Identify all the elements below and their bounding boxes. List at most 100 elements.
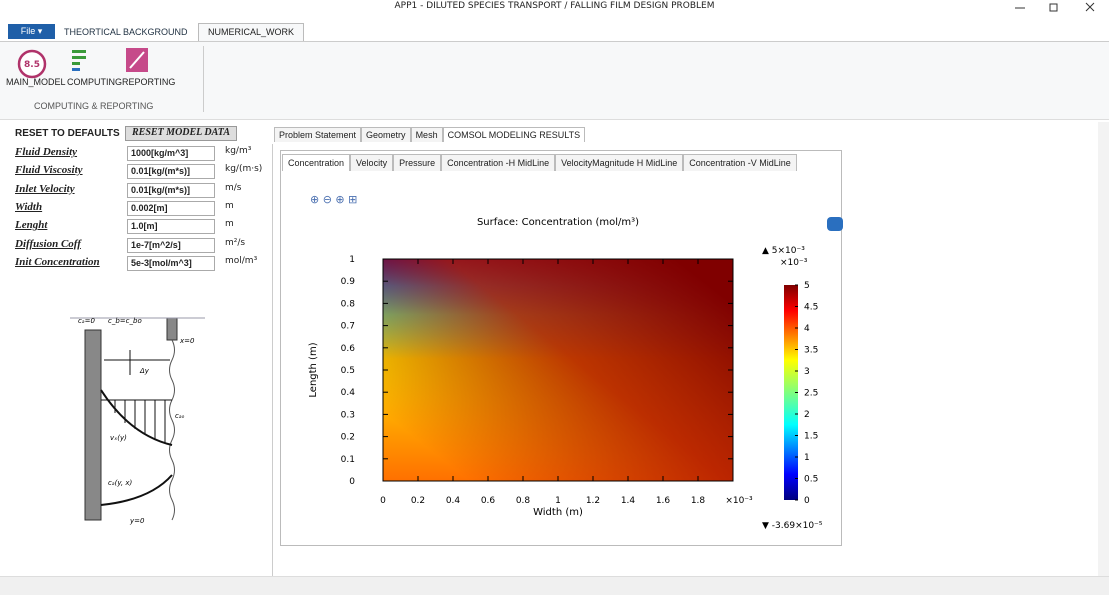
y-tick-label: 0.4: [341, 388, 356, 398]
concentration-profile: [100, 474, 173, 506]
y-tick-label: 0.8: [341, 299, 356, 309]
ribbon-icons: 8.5: [17, 48, 148, 79]
ribbon-panel: [0, 41, 1109, 120]
field-label: Fluid Density: [15, 146, 78, 158]
diagram-label: x=0: [179, 337, 195, 345]
plot: ⊕ ⊖ ⊕ ⊞ Surface: Concentration (mol/m³) 0…: [308, 193, 823, 531]
film-surface: [169, 339, 175, 521]
y-tick-label: 0.1: [341, 455, 355, 465]
subtab[interactable]: Concentration -H MidLine: [441, 154, 556, 171]
x-tick-label: 1.4: [621, 496, 636, 506]
subtab[interactable]: Concentration -V MidLine: [683, 154, 797, 171]
ribbon-button[interactable]: COMPUTING: [67, 77, 122, 87]
colorbar-multiplier: ×10⁻³: [780, 258, 808, 268]
computing-icon[interactable]: [72, 50, 86, 71]
wall: [84, 329, 102, 521]
field-unit: m: [225, 219, 234, 230]
diagram-label: cₐ(y, x): [108, 479, 133, 487]
field-input[interactable]: 0.002[m]: [127, 200, 215, 216]
subtab-strip: Concentration Velocity Pressure Concentrati…: [282, 154, 797, 171]
y-tick-label: 0: [349, 477, 355, 487]
diagram-label: y=0: [129, 517, 145, 525]
colorbar-tick-label: 2: [804, 410, 810, 420]
y-tick-label: 0.6: [341, 344, 356, 354]
file-menu[interactable]: File ▾: [8, 24, 55, 39]
field-input[interactable]: 1000[kg/m^3]: [127, 146, 215, 161]
window-controls[interactable]: [1010, 2, 1105, 12]
field-input[interactable]: 1e-7[m^2/s]: [127, 237, 215, 253]
ribbon-button[interactable]: MAIN_MODEL: [6, 77, 66, 87]
subtab[interactable]: Pressure: [393, 154, 442, 171]
field-input[interactable]: 5e-3[mol/m^3]: [127, 255, 215, 271]
subtab[interactable]: Velocity: [350, 154, 394, 171]
field-label: Diffusion Coff: [15, 237, 81, 250]
ribbon-button[interactable]: REPORTING: [122, 77, 176, 87]
export-icon[interactable]: [827, 217, 843, 231]
tab[interactable]: Mesh: [410, 127, 443, 142]
x-tick-label: 0.4: [446, 496, 461, 506]
tab[interactable]: Geometry: [361, 127, 411, 142]
field-input[interactable]: 0.01[kg/(m*s)]: [127, 164, 215, 180]
y-tick-label: 0.3: [341, 410, 355, 420]
x-tick-label: 0: [380, 496, 386, 506]
main-model-icon[interactable]: [17, 49, 47, 79]
colorbar-tick-label: 3.5: [804, 346, 818, 356]
field-input[interactable]: 0.01[kg/(m*s)]: [127, 182, 215, 198]
field-label: Init Concentration: [15, 255, 100, 268]
results-pane: [272, 144, 1099, 576]
svg-text:⊕ ⊖ ⊕ ⊞: ⊕ ⊖ ⊕ ⊞: [310, 193, 357, 206]
field-input[interactable]: 1.0[m]: [127, 219, 215, 235]
y-tick-label: 1: [349, 255, 355, 265]
y-tick-label: 0.9: [341, 277, 356, 287]
diagram-label: Δy: [139, 367, 150, 375]
subtab[interactable]: VelocityMagnitude H MidLine: [555, 154, 684, 171]
x-tick-label: 0.8: [516, 496, 531, 506]
colorbar-tick-label: 3: [804, 367, 810, 377]
tab[interactable]: Problem Statement: [274, 127, 362, 142]
field-label: Inlet Velocity: [15, 182, 75, 195]
inlet-plate: [166, 317, 178, 341]
reset-button[interactable]: RESET MODEL DATA: [125, 126, 237, 141]
ribbon-tab[interactable]: THEORTICAL BACKGROUND: [64, 27, 188, 37]
diagram-label: cₐ=0: [78, 317, 95, 325]
y-tick-label: 0.5: [341, 366, 355, 376]
ribbon-tab-active[interactable]: NUMERICAL_WORK: [198, 23, 304, 41]
field-unit: m/s: [225, 182, 242, 193]
title-bar: [0, 0, 1109, 13]
close[interactable]: [1085, 2, 1095, 12]
tab-strip: Problem Statement Geometry Mesh COMSOL MODE…: [274, 127, 586, 142]
restore[interactable]: [1049, 3, 1058, 12]
y-axis-label: Length (m): [308, 342, 319, 397]
status-bar: [0, 576, 1109, 595]
tab[interactable]: COMSOL MODELING RESULTS: [442, 127, 586, 142]
diagram-label: cₐₒ: [175, 412, 185, 420]
subtab[interactable]: Concentration: [282, 154, 351, 171]
field-unit: kg/(m·s): [225, 164, 263, 175]
field-unit: kg/m³: [225, 146, 252, 156]
colorbar-tick-label: 1: [804, 453, 810, 463]
falling-film-diagram: cₐ=0 c_b=c_bo x=0 Δy cₐₒ vₓ(y) cₐ(y, x) …: [70, 317, 205, 525]
results-frame: [280, 150, 842, 546]
zoom-tools[interactable]: ⊕ ⊖ ⊕ ⊞: [310, 193, 357, 206]
icon-text: 8.5: [24, 60, 40, 70]
surface-overlay: [383, 259, 733, 481]
plot-title: Surface: Concentration (mol/m³): [477, 217, 639, 228]
field-unit: m²/s: [225, 237, 246, 248]
scrollbar[interactable]: [1098, 122, 1109, 576]
reporting-icon[interactable]: [126, 48, 148, 72]
velocity-arrows: [101, 399, 172, 443]
x-tick-label: 0.2: [411, 496, 425, 506]
reset-label: RESET TO DEFAULTS: [15, 128, 120, 139]
window-title: APP1 - DILUTED SPECIES TRANSPORT / FALLI…: [394, 1, 715, 11]
colorbar-max: ▲ 5×10⁻³: [762, 246, 805, 256]
x-tick-label: 1.2: [586, 496, 600, 506]
colorbar-tick-label: 4: [804, 324, 810, 334]
diagram-label: c_b=c_bo: [108, 317, 142, 325]
y-tick-label: 0.2: [341, 433, 355, 443]
colorbar-tick-label: 4.5: [804, 303, 818, 313]
x-tick-label: 1.6: [656, 496, 671, 506]
ribbon-group-label: COMPUTING & REPORTING: [34, 101, 154, 111]
colorbar-tick-label: 1.5: [804, 432, 818, 442]
